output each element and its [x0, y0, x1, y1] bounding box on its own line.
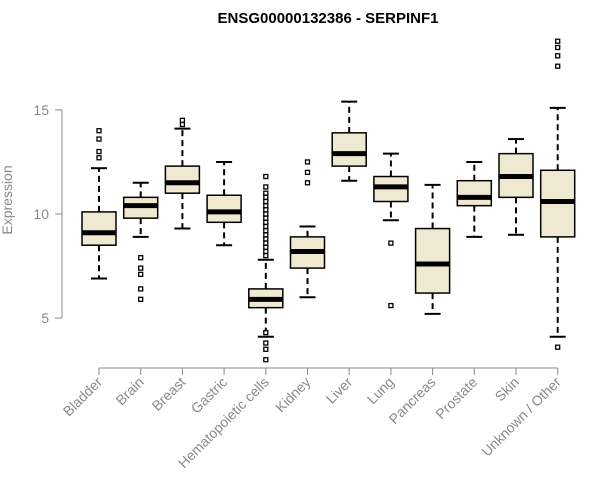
outlier-point: [263, 329, 269, 336]
outlier-point: [263, 190, 269, 196]
box-group: [414, 183, 451, 315]
outlier-point: [263, 232, 269, 238]
box-group: [539, 38, 576, 350]
box-group: [206, 160, 242, 247]
box-group: [81, 128, 117, 280]
x-tick-label: Lung: [364, 374, 397, 407]
x-tick-label: Bladder: [60, 374, 106, 420]
box-group: [331, 100, 367, 182]
outlier-point: [388, 240, 394, 246]
outlier-point: [304, 180, 311, 186]
outlier-point: [304, 159, 311, 165]
outlier-point: [263, 223, 269, 230]
outlier-point: [179, 117, 186, 123]
x-tick-label: Unknown / Other: [478, 374, 564, 460]
outlier-point: [263, 203, 269, 209]
outlier-point: [263, 215, 269, 221]
outlier-point: [555, 38, 561, 44]
box-group: [373, 152, 409, 309]
chart-title: ENSG00000132386 - SERPINF1: [218, 10, 439, 27]
y-tick-label: 5: [41, 310, 49, 326]
y-axis: 5 10 15: [33, 102, 63, 326]
y-axis-label: Expression: [0, 165, 15, 234]
x-tick-label: Brain: [112, 374, 146, 408]
outlier-point: [263, 207, 269, 213]
boxes: [81, 38, 576, 363]
box-group: [456, 160, 493, 238]
outlier-point: [555, 344, 561, 350]
outlier-point: [263, 357, 269, 363]
outlier-point: [179, 121, 186, 128]
box-group: [122, 181, 159, 302]
box-group: [248, 173, 284, 363]
x-tick-label: Skin: [492, 374, 523, 405]
box-group: [164, 117, 201, 230]
outlier-point: [138, 286, 144, 292]
box-group: [498, 138, 534, 236]
box-iqr: [331, 132, 367, 167]
outlier-point: [304, 169, 311, 176]
outlier-point: [263, 194, 269, 200]
outlier-point: [263, 198, 269, 205]
outlier-point: [263, 346, 269, 352]
x-tick-label: Liver: [323, 374, 356, 407]
outlier-point: [138, 271, 144, 277]
outlier-point: [263, 173, 269, 180]
box-iqr: [414, 227, 451, 294]
outlier-point: [96, 155, 102, 161]
outlier-point: [96, 148, 102, 155]
outlier-point: [555, 63, 561, 69]
outlier-point: [263, 252, 269, 259]
outlier-point: [138, 296, 144, 302]
outlier-point: [263, 211, 269, 217]
outlier-point: [263, 248, 269, 255]
box-iqr: [164, 165, 201, 194]
x-tick-label: Prostate: [432, 374, 480, 422]
box-iqr: [206, 194, 242, 224]
outlier-point: [263, 219, 269, 225]
x-tick-label: Breast: [149, 374, 189, 414]
x-tick-label: Kidney: [272, 374, 314, 416]
outlier-point: [138, 255, 144, 261]
box-iqr: [456, 179, 493, 207]
outlier-point: [388, 302, 394, 309]
outlier-point: [263, 240, 269, 246]
outlier-point: [555, 53, 561, 59]
outlier-point: [263, 227, 269, 234]
outlier-point: [96, 136, 102, 142]
y-tick-label: 15: [33, 102, 49, 118]
outlier-point: [96, 128, 102, 134]
outlier-point: [263, 236, 269, 242]
outlier-point: [555, 44, 561, 51]
outlier-point: [138, 265, 144, 271]
box-iqr: [81, 211, 117, 246]
outlier-point: [263, 184, 269, 190]
box-group: [289, 159, 326, 299]
y-tick-label: 10: [33, 206, 49, 222]
outlier-point: [263, 340, 269, 346]
outlier-point: [263, 244, 269, 250]
